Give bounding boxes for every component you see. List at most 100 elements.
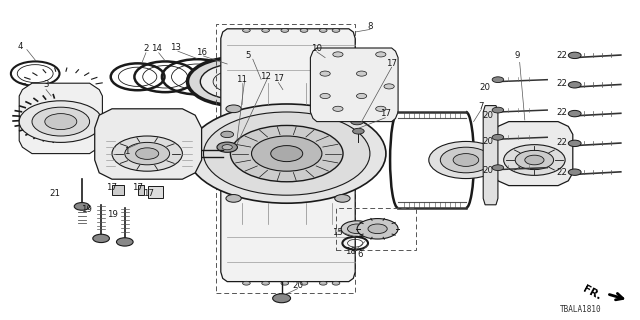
Circle shape — [376, 106, 386, 111]
Text: 4: 4 — [18, 42, 23, 51]
Circle shape — [271, 146, 303, 162]
Circle shape — [226, 105, 241, 113]
Text: 13: 13 — [170, 43, 182, 52]
Circle shape — [492, 107, 504, 113]
Text: 22: 22 — [556, 51, 568, 60]
Circle shape — [221, 131, 234, 138]
Circle shape — [273, 294, 291, 303]
Circle shape — [333, 106, 343, 111]
Circle shape — [300, 281, 308, 285]
Circle shape — [351, 118, 364, 125]
Circle shape — [348, 224, 367, 234]
Circle shape — [429, 141, 503, 179]
Text: 5: 5 — [246, 52, 251, 60]
Bar — [216, 24, 355, 293]
Text: 17: 17 — [106, 183, 118, 192]
Text: 19: 19 — [107, 210, 117, 219]
Circle shape — [204, 112, 370, 195]
Polygon shape — [95, 109, 202, 179]
Text: 2: 2 — [143, 44, 148, 53]
Circle shape — [262, 28, 269, 32]
Circle shape — [515, 150, 554, 170]
Text: 21: 21 — [49, 189, 60, 198]
Text: 20: 20 — [482, 137, 493, 146]
Circle shape — [368, 224, 387, 234]
Polygon shape — [494, 122, 573, 186]
Text: 11: 11 — [236, 75, 248, 84]
Circle shape — [32, 107, 90, 136]
Text: 22: 22 — [556, 168, 568, 177]
Text: 17: 17 — [132, 183, 143, 192]
Circle shape — [243, 281, 250, 285]
Circle shape — [453, 154, 479, 166]
Polygon shape — [19, 83, 102, 154]
Circle shape — [332, 281, 340, 285]
Circle shape — [353, 128, 364, 134]
Text: 18: 18 — [345, 247, 356, 256]
Bar — [148, 186, 163, 198]
Circle shape — [320, 71, 330, 76]
Circle shape — [239, 85, 283, 107]
Circle shape — [376, 52, 386, 57]
Circle shape — [320, 93, 330, 99]
Circle shape — [335, 105, 350, 113]
Circle shape — [230, 125, 343, 182]
Text: 20: 20 — [482, 111, 493, 120]
Text: 12: 12 — [260, 72, 271, 81]
Bar — [336, 208, 416, 250]
Text: 15: 15 — [332, 228, 344, 237]
Circle shape — [357, 219, 398, 239]
Circle shape — [356, 93, 367, 99]
Circle shape — [300, 28, 308, 32]
Text: 1: 1 — [124, 148, 129, 156]
Circle shape — [281, 28, 289, 32]
Polygon shape — [310, 48, 398, 122]
Text: FR.: FR. — [581, 284, 603, 301]
Circle shape — [136, 148, 159, 159]
Circle shape — [492, 134, 504, 140]
Circle shape — [356, 71, 367, 76]
Circle shape — [568, 110, 581, 117]
Circle shape — [440, 147, 492, 173]
Circle shape — [226, 195, 241, 202]
Circle shape — [568, 169, 581, 175]
Bar — [112, 185, 124, 195]
Text: 7: 7 — [479, 102, 484, 111]
Circle shape — [188, 58, 284, 106]
Circle shape — [281, 281, 289, 285]
Text: 14: 14 — [151, 44, 163, 53]
Text: 20: 20 — [479, 83, 491, 92]
Text: 17: 17 — [380, 109, 391, 118]
Text: 22: 22 — [556, 138, 568, 147]
Circle shape — [19, 101, 102, 142]
Circle shape — [568, 52, 581, 59]
Circle shape — [332, 28, 340, 32]
Text: 16: 16 — [196, 48, 207, 57]
Circle shape — [116, 238, 133, 246]
Circle shape — [188, 104, 386, 203]
Text: 8: 8 — [367, 22, 372, 31]
Circle shape — [217, 142, 237, 152]
Circle shape — [525, 155, 544, 165]
Circle shape — [93, 234, 109, 243]
Circle shape — [74, 203, 90, 210]
Text: 20: 20 — [482, 166, 493, 175]
Circle shape — [319, 28, 327, 32]
Circle shape — [243, 28, 250, 32]
Circle shape — [341, 221, 373, 237]
Circle shape — [504, 145, 565, 175]
Text: 22: 22 — [556, 79, 568, 88]
Circle shape — [45, 114, 77, 130]
Circle shape — [200, 64, 271, 99]
Circle shape — [125, 142, 170, 165]
Circle shape — [568, 140, 581, 147]
Text: 17: 17 — [273, 74, 284, 83]
Circle shape — [112, 136, 182, 171]
Text: 19: 19 — [81, 205, 92, 214]
Text: 17: 17 — [386, 59, 397, 68]
Text: 17: 17 — [143, 189, 154, 198]
Circle shape — [492, 165, 504, 171]
Circle shape — [568, 82, 581, 88]
Circle shape — [230, 81, 292, 111]
Circle shape — [262, 281, 269, 285]
